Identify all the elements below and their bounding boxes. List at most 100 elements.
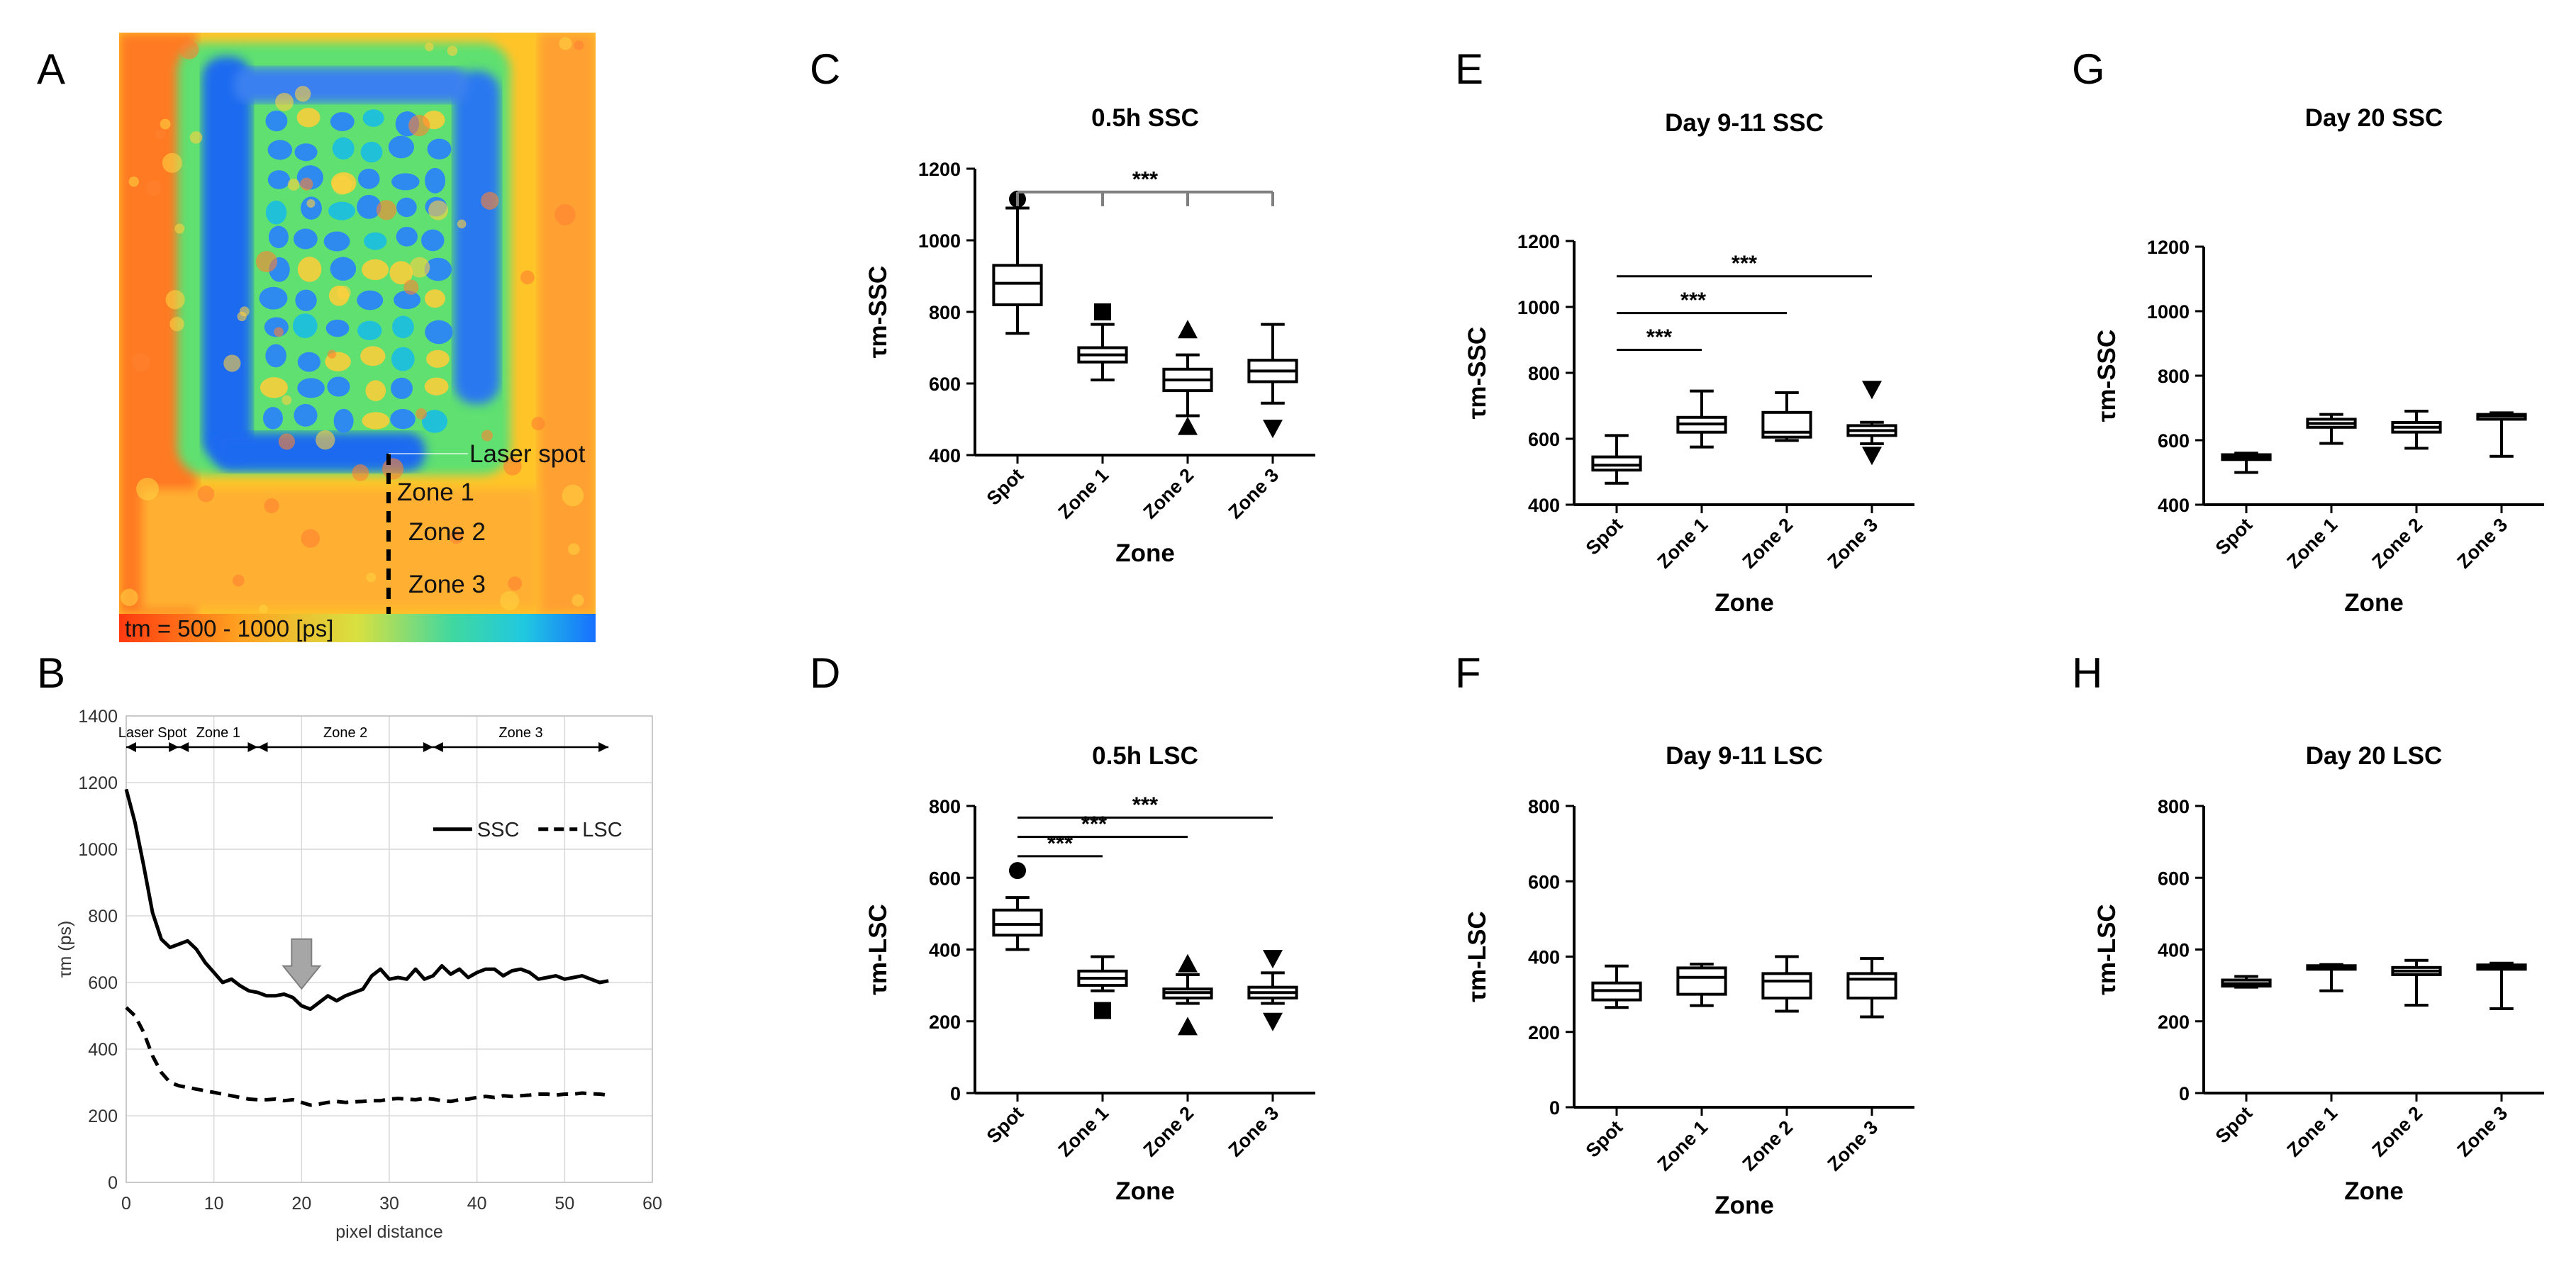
box-outlier-point xyxy=(1178,953,1198,973)
heatmap-spot xyxy=(392,315,414,339)
x-category-label: Zone 1 xyxy=(1054,1102,1113,1161)
heatmap-spot xyxy=(267,170,290,189)
heatmap-speckle xyxy=(481,430,494,442)
heatmap-speckle xyxy=(255,250,278,273)
heatmap-spot xyxy=(424,289,445,308)
heatmap-spot xyxy=(390,408,416,430)
x-category-label: Zone 3 xyxy=(2453,514,2512,573)
heatmap-speckle xyxy=(264,498,279,514)
heatmap-spot xyxy=(268,225,289,249)
y-tick-label: 600 xyxy=(1528,871,1560,892)
heatmap-speckle xyxy=(503,457,522,476)
b-ytick-label: 800 xyxy=(88,907,118,926)
heatmap-spot xyxy=(330,257,357,281)
heatmap-edge-bottom xyxy=(142,489,539,610)
b-ylabel: τm (ps) xyxy=(55,921,75,978)
b-legend-label-ssc: SSC xyxy=(477,819,520,841)
sig-label: *** xyxy=(1047,831,1074,856)
heatmap-spot xyxy=(362,412,390,430)
heatmap-speckle xyxy=(162,152,182,173)
heatmap-spot xyxy=(362,109,384,127)
b-series-ssc xyxy=(124,788,609,1012)
box-zone-3 xyxy=(1846,381,1897,466)
heatmap-scale-bar xyxy=(119,614,596,642)
y-tick-label: 400 xyxy=(1528,947,1560,968)
b-ytick-label: 0 xyxy=(108,1173,118,1193)
x-category-label: Spot xyxy=(983,464,1028,510)
box-iqr xyxy=(1846,972,1897,999)
y-axis-label: τm-SSC xyxy=(1463,327,1491,419)
heatmap-spot xyxy=(391,347,415,371)
heatmap-speckle xyxy=(425,42,434,52)
x-category-label: Zone 1 xyxy=(1054,464,1113,523)
x-category-label: Zone 3 xyxy=(1225,464,1283,523)
heatmap-spot xyxy=(294,403,318,427)
box-zone-1 xyxy=(1077,303,1128,381)
box-outlier-point xyxy=(1263,420,1283,439)
heatmap-texture xyxy=(119,33,596,614)
b-region-arrowhead xyxy=(423,742,433,752)
b-region-label: Laser Spot xyxy=(118,725,187,741)
box-zone-3 xyxy=(1846,957,1897,1019)
heatmap-spot xyxy=(357,194,381,219)
heatmap-speckle xyxy=(294,86,311,102)
b-xtick-label: 20 xyxy=(291,1194,311,1214)
b-xtick-label: 40 xyxy=(467,1194,487,1214)
x-axis-label: Zone xyxy=(2344,589,2404,617)
y-tick-label: 0 xyxy=(2179,1083,2190,1104)
y-tick-label: 800 xyxy=(2158,796,2190,817)
heatmap-speckle xyxy=(500,590,520,611)
heatmap-speckle xyxy=(316,430,335,450)
heatmap-speckle xyxy=(223,354,241,372)
panel-letter-f: F xyxy=(1455,649,1481,697)
heatmap-spot xyxy=(293,228,318,250)
y-axis-label: τm-SSC xyxy=(2093,330,2121,422)
box-iqr xyxy=(1591,455,1642,472)
y-tick-label: 200 xyxy=(1528,1022,1560,1043)
x-axis-label: Zone xyxy=(1115,1177,1175,1205)
heatmap-speckle xyxy=(306,199,316,208)
heatmap-spot xyxy=(333,408,354,433)
x-category-label: Zone 2 xyxy=(2368,514,2427,573)
x-category-label: Zone 3 xyxy=(1824,1116,1883,1175)
heatmap-spot xyxy=(292,313,318,339)
x-category-label: Zone 3 xyxy=(2453,1102,2512,1161)
y-tick-label: 1200 xyxy=(2147,237,2190,258)
heatmap-speckle xyxy=(145,180,162,196)
y-tick-label: 200 xyxy=(929,1012,961,1033)
y-tick-label: 400 xyxy=(929,940,961,961)
box-outlier-point xyxy=(1178,416,1198,435)
panel-letter-e: E xyxy=(1455,45,1483,93)
heatmap-label-zone-3: Zone 3 xyxy=(408,571,486,598)
heatmap-spot xyxy=(294,143,318,162)
heatmap-spot xyxy=(332,137,355,160)
heatmap-spot xyxy=(391,173,420,191)
box-spot xyxy=(1591,964,1642,1009)
box-outlier-point xyxy=(1094,1002,1111,1019)
heatmap-speckle xyxy=(337,285,351,300)
box-outlier-point xyxy=(1263,950,1283,969)
x-category-label: Zone 1 xyxy=(1654,1116,1712,1175)
x-category-label: Zone 2 xyxy=(1739,1116,1797,1175)
panel-letter-h: H xyxy=(2072,649,2102,697)
heatmap-spot xyxy=(265,344,286,368)
x-axis-label: Zone xyxy=(2344,1177,2404,1205)
heatmap-speckle xyxy=(416,408,427,420)
heatmap-spot xyxy=(360,141,383,163)
heatmap-speckle xyxy=(520,270,535,285)
heatmap-spot xyxy=(421,229,445,252)
heatmap-speckle xyxy=(554,204,576,225)
box-spot xyxy=(1591,434,1642,485)
sig-label: *** xyxy=(1732,251,1758,276)
panel-g-chart: Day 20 SSC 400 600 800 1000 1200 τm-SSC Spot Zon… xyxy=(2093,104,2544,617)
box-zone-2 xyxy=(1761,955,1812,1013)
b-plot-border xyxy=(126,715,653,1183)
heatmap-speckle xyxy=(352,464,369,481)
heatmap-label-laser-spot: Laser spot xyxy=(469,440,586,468)
y-tick-label: 1200 xyxy=(918,159,961,180)
y-tick-label: 1000 xyxy=(2147,301,2190,323)
b-legend-label-lsc: LSC xyxy=(582,819,622,841)
heatmap-speckle xyxy=(155,129,165,140)
box-outlier-point xyxy=(1178,1017,1198,1036)
